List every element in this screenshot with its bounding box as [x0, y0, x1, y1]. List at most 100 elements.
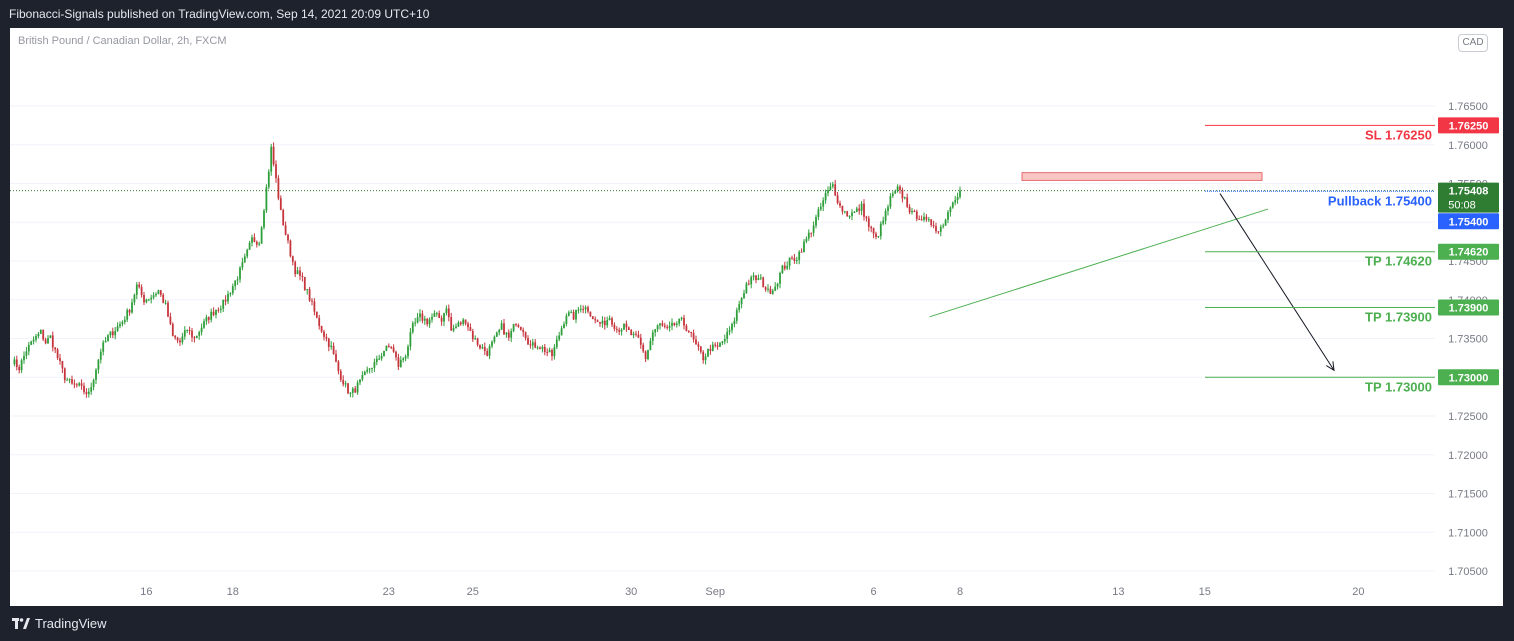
candle-body — [308, 289, 311, 301]
chart-panel[interactable]: 1.765001.760001.755001.750001.745001.740… — [10, 28, 1503, 606]
candle-body — [157, 290, 160, 294]
candle-body — [812, 225, 815, 233]
candle-body — [363, 371, 366, 375]
footer-bar: TradingView — [0, 606, 1514, 641]
candle-body — [277, 178, 280, 199]
candle-body — [299, 270, 301, 276]
price-tag-pullback — [1438, 213, 1499, 230]
candle-body — [80, 383, 83, 386]
candle-body — [56, 349, 59, 359]
candle-body — [553, 347, 556, 357]
candlestick-chart[interactable]: 1.765001.760001.755001.750001.745001.740… — [10, 28, 1503, 606]
level-label-tp: TP 1.74620 — [1365, 254, 1432, 269]
candle-body — [959, 190, 961, 197]
level-label-pullback: Pullback 1.75400 — [1328, 193, 1432, 208]
tradingview-brand: TradingView — [35, 616, 107, 631]
candle-body — [512, 324, 515, 332]
resistance-zone[interactable] — [1021, 172, 1263, 181]
currency-badge[interactable]: CAD — [1458, 34, 1488, 52]
support-trendline[interactable] — [929, 208, 1269, 318]
candle-body — [882, 220, 885, 224]
y-tick-label: 1.71000 — [1448, 527, 1488, 539]
candle-body — [769, 288, 772, 294]
candle-body — [491, 341, 493, 347]
candle-body — [815, 216, 817, 226]
candle-body — [879, 223, 882, 237]
candle-body — [140, 287, 143, 295]
candle-body — [359, 379, 361, 383]
candle-body — [294, 261, 297, 275]
instrument-title: British Pound / Canadian Dollar, 2h, FXC… — [18, 35, 227, 47]
candle-body — [35, 336, 37, 340]
candle-body — [121, 322, 124, 324]
y-tick-label: 1.70500 — [1448, 566, 1488, 578]
candle-body — [726, 331, 729, 339]
candle-body — [452, 328, 455, 331]
candle-body — [42, 329, 45, 340]
candle-body — [913, 211, 916, 213]
candle-body — [671, 322, 673, 327]
projection-arrow[interactable] — [1219, 193, 1335, 371]
candle-body — [841, 205, 844, 212]
candle-body — [639, 337, 642, 345]
candle-body — [332, 345, 335, 354]
candle-body — [721, 341, 724, 344]
candle-body — [114, 330, 117, 336]
candle-body — [54, 347, 57, 350]
candle-body — [205, 317, 208, 322]
candle-body — [311, 300, 313, 302]
x-tick-label: 13 — [1112, 586, 1124, 598]
price-tag-label: 1.73900 — [1449, 303, 1489, 315]
candle-body — [911, 211, 913, 213]
candle-body — [702, 351, 705, 361]
candle-body — [356, 382, 359, 393]
candle-body — [843, 211, 846, 213]
candle-body — [764, 287, 767, 290]
candle-body — [186, 330, 189, 332]
candle-body — [25, 351, 28, 356]
candle-body — [109, 331, 112, 336]
y-tick-label: 1.76000 — [1448, 140, 1488, 152]
candle-body — [78, 383, 81, 386]
candle-body — [267, 171, 270, 188]
candle-body — [863, 203, 865, 217]
price-tag-label: 1.76250 — [1449, 120, 1489, 132]
candle-body — [896, 186, 899, 192]
candle-body — [147, 299, 150, 301]
candle-body — [306, 289, 309, 291]
tradingview-logo[interactable]: TradingView — [12, 616, 107, 631]
candle-body — [923, 216, 925, 220]
candle-body — [606, 320, 609, 326]
candle-body — [798, 251, 801, 261]
candle-body — [867, 218, 870, 227]
candle-body — [635, 333, 637, 335]
candle-body — [383, 350, 385, 357]
candle-body — [791, 257, 793, 259]
x-tick-label: Sep — [705, 586, 725, 598]
candle-body — [455, 326, 457, 329]
candle-body — [656, 325, 659, 330]
candle-body — [431, 316, 433, 320]
candle-body — [217, 309, 220, 311]
candle-body — [877, 236, 880, 238]
candle-body — [366, 369, 369, 372]
candle-body — [145, 299, 148, 303]
candle-body — [337, 361, 340, 372]
candle-body — [188, 330, 191, 332]
candle-body — [579, 308, 582, 310]
candle-body — [690, 331, 693, 333]
projection-arrow-head — [1326, 361, 1335, 372]
candle-body — [320, 326, 323, 332]
candle-body — [39, 329, 42, 334]
candle-body — [889, 196, 892, 207]
candle-body — [908, 206, 911, 213]
candle-body — [30, 341, 33, 345]
candle-body — [824, 192, 827, 201]
candle-body — [771, 290, 774, 294]
x-tick-label: 15 — [1199, 586, 1211, 598]
candle-body — [944, 219, 947, 226]
candle-body — [198, 332, 201, 336]
candle-body — [347, 383, 349, 394]
candle-body — [390, 347, 393, 349]
candle-body — [788, 257, 791, 266]
